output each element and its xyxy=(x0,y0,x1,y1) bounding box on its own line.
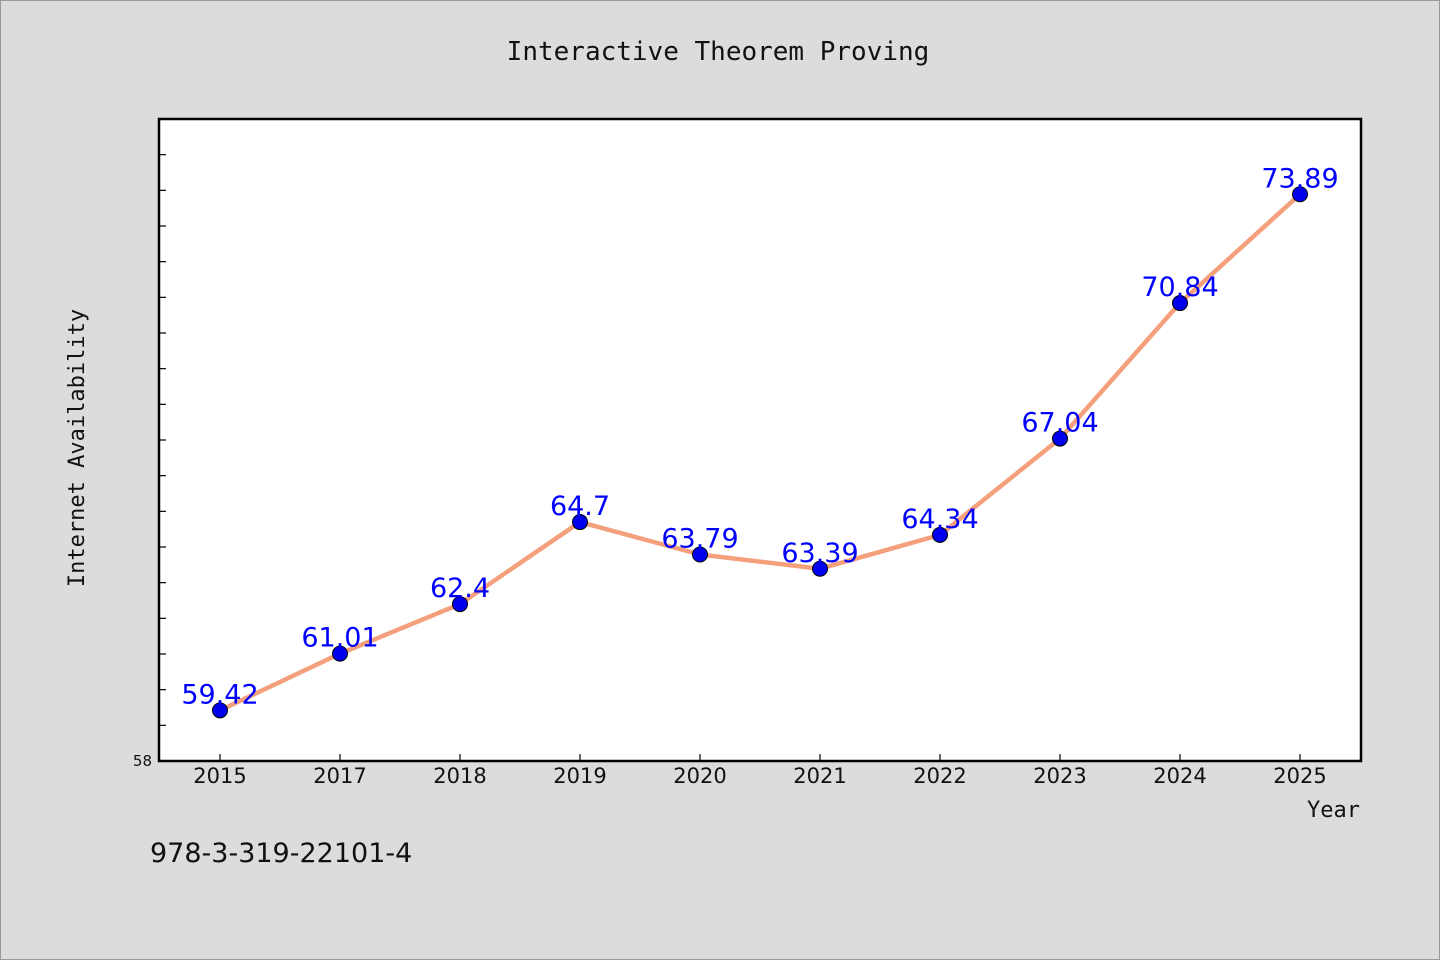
x-tick-label: 2023 xyxy=(1033,764,1086,788)
x-axis-tick-labels: 2015 2017 2018 2019 2020 2021 2022 2023 2024 2025 xyxy=(193,764,1326,788)
data-point xyxy=(692,546,708,563)
data-label: 63.79 xyxy=(661,523,738,554)
data-labels: 59.42 61.01 62.4 64.7 63.79 63.39 64.34 67.04 70… xyxy=(181,163,1338,710)
data-point xyxy=(452,596,468,613)
series-markers xyxy=(212,186,1308,719)
y-tick-label: 58 xyxy=(133,752,152,770)
series-line xyxy=(217,192,1303,713)
data-point xyxy=(1172,295,1188,312)
data-label: 67.04 xyxy=(1021,408,1098,439)
data-label: 64.34 xyxy=(901,504,978,535)
x-tick-label: 2025 xyxy=(1273,764,1326,788)
data-point xyxy=(932,526,948,543)
isbn-annotation: 978-3-319-22101-4 xyxy=(150,838,412,869)
data-label: 64.7 xyxy=(550,491,610,522)
data-point xyxy=(212,702,228,719)
x-axis-ticks xyxy=(219,754,1301,761)
data-label: 73.89 xyxy=(1261,163,1338,194)
y-axis-ticks xyxy=(159,154,166,726)
data-point xyxy=(332,645,348,662)
x-tick-label: 2019 xyxy=(553,764,606,788)
x-tick-label: 2018 xyxy=(433,764,486,788)
data-label: 61.01 xyxy=(301,623,378,654)
y-axis-label: Internet Availability xyxy=(65,309,90,587)
data-label: 59.42 xyxy=(181,679,258,710)
data-label: 70.84 xyxy=(1141,272,1218,303)
plot-area xyxy=(157,117,1363,763)
x-tick-label: 2020 xyxy=(673,764,726,788)
data-point xyxy=(812,560,828,577)
data-label: 62.4 xyxy=(430,573,490,604)
data-point xyxy=(1292,186,1308,203)
x-axis-label: Year xyxy=(1307,798,1360,823)
x-tick-label: 2022 xyxy=(913,764,966,788)
data-point xyxy=(572,514,588,531)
x-tick-label: 2021 xyxy=(793,764,846,788)
x-tick-label: 2024 xyxy=(1153,764,1206,788)
chart-title: Interactive Theorem Proving xyxy=(507,37,930,67)
x-tick-label: 2017 xyxy=(313,764,366,788)
data-point xyxy=(1052,430,1068,447)
data-label: 63.39 xyxy=(781,538,858,569)
x-tick-label: 2015 xyxy=(193,764,246,788)
